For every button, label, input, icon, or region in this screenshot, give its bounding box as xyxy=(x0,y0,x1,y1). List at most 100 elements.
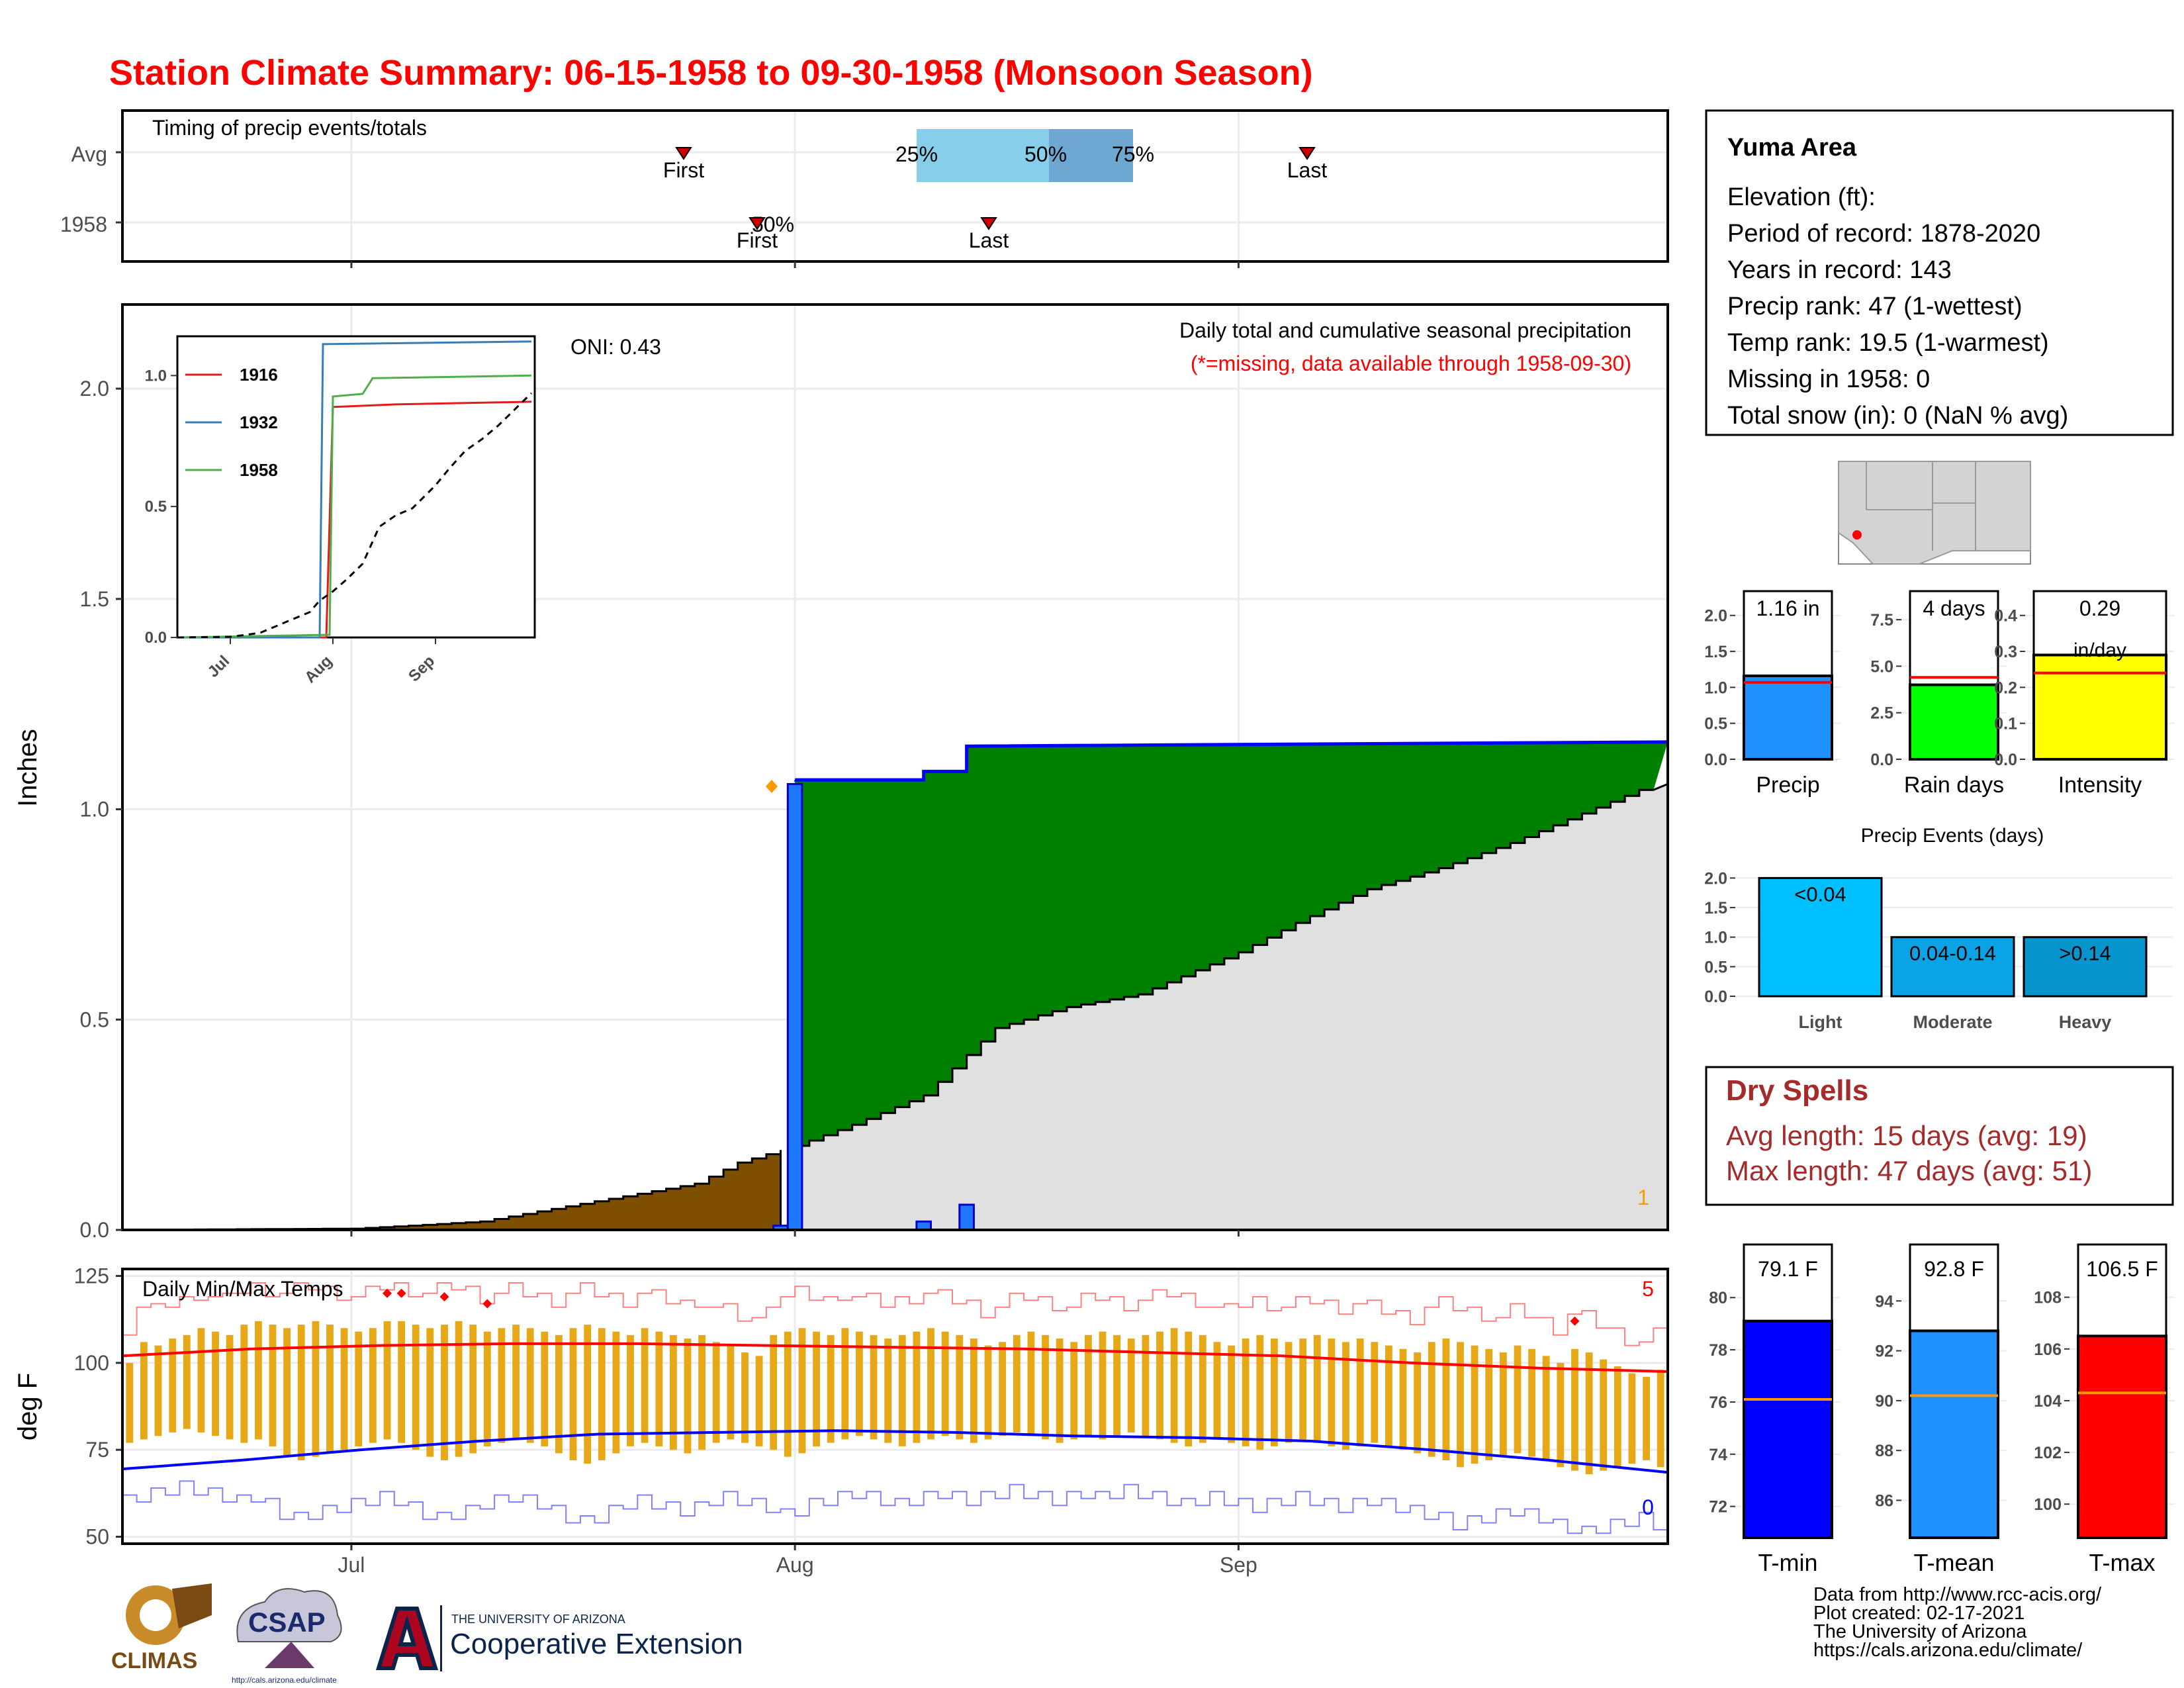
temp-ytick-label-1: 75 xyxy=(85,1438,109,1462)
daily-temp-bar-28 xyxy=(526,1328,534,1443)
precip-events-title: Precip Events (days) xyxy=(1861,825,2044,847)
daily-temp-bar-84 xyxy=(1328,1338,1336,1446)
temp-xtick-label-2: Sep xyxy=(1220,1553,1257,1577)
daily-temp-bar-95 xyxy=(1485,1348,1493,1460)
daily-temp-bar-63 xyxy=(1027,1331,1035,1436)
daily-temp-bar-79 xyxy=(1256,1335,1264,1450)
daily-temp-bar-56 xyxy=(927,1328,934,1440)
temp-tmean-ytick-label-0: 86 xyxy=(1875,1492,1893,1511)
temp-ytick-label-2: 100 xyxy=(74,1351,109,1375)
daily-temp-bar-20 xyxy=(412,1325,420,1450)
mini-precip-ytick-label-0: 0.0 xyxy=(1704,751,1727,769)
precip-ytick-label-2: 1.0 xyxy=(80,798,109,821)
daily-temp-bar-98 xyxy=(1528,1348,1535,1457)
daily-temp-bar-18 xyxy=(383,1321,391,1440)
precip-desc-line1: Daily total and cumulative seasonal prec… xyxy=(1179,318,1631,342)
record-high-marker-4 xyxy=(1570,1316,1580,1326)
timing-panel: Timing of precip events/totals Avg 1958 … xyxy=(60,109,1669,268)
oni-value: ONI: 0.43 xyxy=(570,335,661,359)
mini-precip-ytick-label-3: 1.5 xyxy=(1704,643,1727,661)
inset-legend-label-1932: 1932 xyxy=(240,412,278,432)
daily-temp-bar-50 xyxy=(841,1328,849,1440)
timing-row-1958: 1958 xyxy=(60,212,107,236)
daily-temp-bar-87 xyxy=(1371,1342,1379,1443)
daily-temp-bar-72 xyxy=(1156,1331,1163,1440)
events-bar-light xyxy=(1758,876,1883,998)
daily-temp-bar-104 xyxy=(1614,1366,1621,1468)
station-line-missing: Missing in 1958: 0 xyxy=(1727,365,1930,393)
inset-ytick-label-1: 0.5 xyxy=(145,498,167,516)
temp-tmin-ytick-label-2: 76 xyxy=(1709,1393,1727,1412)
precip-ytick-label-1: 0.5 xyxy=(80,1008,109,1031)
precip-ytick-label-0: 0.0 xyxy=(80,1218,109,1242)
mini-intensity-ytick-label-0: 0.0 xyxy=(1994,751,2017,769)
daily-temp-bar-35 xyxy=(627,1335,634,1446)
daily-temp-bar-52 xyxy=(870,1335,878,1440)
daily-temp-bar-103 xyxy=(1600,1359,1608,1471)
timing-avg-p50: 50% xyxy=(1024,142,1067,166)
daily-temp-bar-34 xyxy=(612,1331,620,1454)
csap-logo-text: CSAP xyxy=(248,1607,326,1638)
daily-temp-bar-48 xyxy=(813,1331,820,1446)
daily-temp-bar-6 xyxy=(212,1331,219,1436)
daily-temp-bar-27 xyxy=(512,1325,520,1440)
daily-temp-bar-36 xyxy=(641,1328,649,1443)
mini-raindays-label: Rain days xyxy=(1904,773,2004,798)
temp-tmean-ytick-label-2: 90 xyxy=(1875,1392,1893,1411)
precip-stat-bars: 0.0 0.5 1.0 1.5 2.0 1.16 in Precip 0.0 2.5 5.0 7.5… xyxy=(1704,590,2175,798)
daily-temp-bar-65 xyxy=(1056,1338,1064,1443)
daily-temp-bar-21 xyxy=(426,1328,434,1457)
peak-day-marker xyxy=(766,780,778,793)
temp-tmax-ytick-label-2: 104 xyxy=(2034,1392,2062,1411)
daily-temp-bar-43 xyxy=(741,1352,749,1443)
inset-climatology-dashed-line xyxy=(177,392,533,639)
daily-temp-bar-17 xyxy=(369,1328,377,1443)
events-ytick-label-2: 1.0 xyxy=(1704,929,1727,947)
temp-ytick-label-3: 125 xyxy=(74,1264,109,1288)
timing-p25-p50-box xyxy=(917,129,1049,182)
credits: Data from http://www.rcc-acis.org/ Plot … xyxy=(1813,1584,2102,1661)
daily-temp-bar-3 xyxy=(169,1338,177,1432)
daily-temp-bar-71 xyxy=(1142,1335,1150,1436)
daily-temp-bar-76 xyxy=(1213,1342,1221,1440)
daily-temp-bar-15 xyxy=(340,1328,348,1450)
mini-precip-ytick-label-4: 2.0 xyxy=(1704,607,1727,626)
temp-tmin-bar xyxy=(1743,1319,1833,1539)
credit-line-4: https://cals.arizona.edu/climate/ xyxy=(1813,1640,2083,1661)
events-bar-moderate xyxy=(1890,936,2015,998)
events-bar-label-2: >0.14 xyxy=(2059,942,2111,965)
temp-tmin-ytick-label-3: 78 xyxy=(1709,1341,1727,1360)
daily-temp-bar-14 xyxy=(326,1325,334,1454)
mini-raindays-ytick-label-2: 5.0 xyxy=(1870,657,1893,676)
mini-raindays-ytick-label-3: 7.5 xyxy=(1870,611,1893,630)
daily-temp-bar-64 xyxy=(1042,1335,1049,1440)
daily-temp-bar-38 xyxy=(670,1335,677,1450)
timing-row-avg: Avg xyxy=(71,142,107,166)
precip-desc-line2: (*=missing, data available through 1958-… xyxy=(1191,352,1631,375)
daily-temp-bar-99 xyxy=(1542,1356,1550,1460)
temp-tmax-ytick-label-3: 106 xyxy=(2034,1340,2062,1359)
events-bar-label-1: 0.04-0.14 xyxy=(1909,942,1996,965)
record-high-marker-1 xyxy=(396,1288,406,1298)
daily-temp-bar-82 xyxy=(1299,1338,1307,1440)
daily-temp-bar-92 xyxy=(1442,1338,1450,1460)
daily-temp-bar-58 xyxy=(956,1335,964,1440)
timing-avg-last: Last xyxy=(1287,158,1328,182)
daily-temp-bar-69 xyxy=(1113,1335,1120,1436)
daily-temp-bar-57 xyxy=(941,1331,949,1436)
temp-count-low: 0 xyxy=(1642,1495,1654,1519)
inset-legend-label-1916: 1916 xyxy=(240,365,278,385)
daily-temp-bar-39 xyxy=(684,1338,692,1454)
daily-temp-bar-24 xyxy=(469,1325,477,1454)
daily-temp-bar-86 xyxy=(1356,1338,1364,1446)
inset-series-line-1932 xyxy=(177,340,532,639)
timing-1958-first-marker xyxy=(749,217,766,230)
temp-tmean-ytick-label-4: 94 xyxy=(1875,1292,1893,1311)
mini-raindays-ytick-label-0: 0.0 xyxy=(1870,751,1893,769)
dry-spells-box: Dry Spells Avg length: 15 days (avg: 19)… xyxy=(1705,1066,2174,1206)
daily-temp-bar-51 xyxy=(856,1331,863,1436)
daily-temp-bar-96 xyxy=(1500,1352,1507,1457)
station-line-precip-rank: Precip rank: 47 (1-wettest) xyxy=(1727,293,2023,320)
precip-corner-count: 1 xyxy=(1637,1186,1649,1209)
